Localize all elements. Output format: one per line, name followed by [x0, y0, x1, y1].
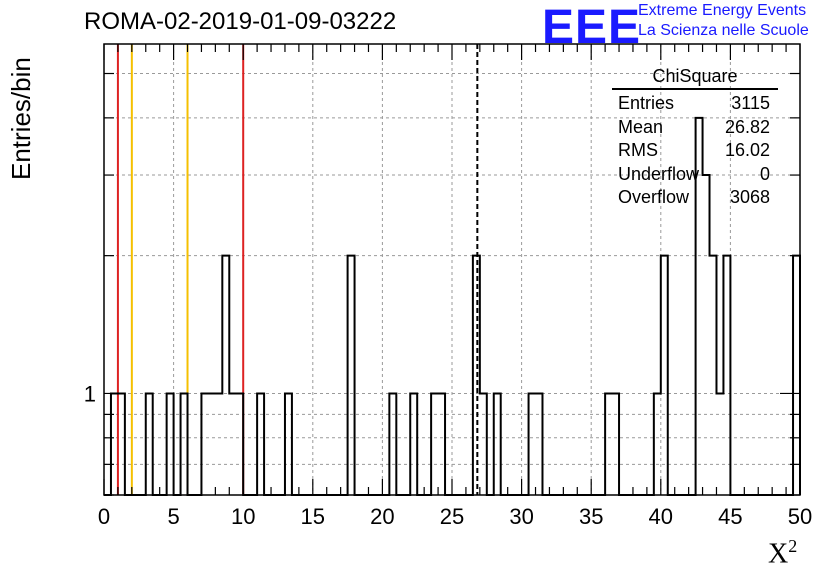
x-tick-label: 40 [649, 504, 673, 529]
stats-value: 16.02 [724, 140, 770, 160]
marker-lines [116, 44, 479, 495]
stats-label: RMS [618, 140, 658, 160]
axes: 0 5 10 15 20 25 30 35 40 45 50 1 [84, 43, 812, 529]
stats-label: Overflow [618, 187, 690, 207]
stats-title: ChiSquare [612, 66, 778, 90]
org-name-line2: La Scienza nelle Scuole [638, 22, 809, 39]
chart-title: ROMA-02-2019-01-09-03222 [84, 8, 397, 35]
x-tick-label: 50 [788, 504, 812, 529]
x-tick-label: 20 [370, 504, 394, 529]
x-tick-label: 25 [440, 504, 464, 529]
stats-label: Underflow [618, 163, 700, 184]
x-tick-label: 5 [167, 504, 179, 529]
y-tick-label: 1 [84, 381, 96, 406]
stats-value: 26.82 [724, 116, 770, 137]
x-tick-label: 45 [718, 504, 742, 529]
org-name-line1: Extreme Energy Events [638, 2, 807, 19]
x-tick-label: 0 [98, 504, 110, 529]
stats-row-rms: RMS 16.02 [612, 139, 778, 163]
stats-row-entries: Entries 3115 [612, 92, 778, 116]
stats-row-mean: Mean 26.82 [612, 116, 778, 140]
x-tick-label: 15 [301, 504, 325, 529]
stats-value: 3115 [731, 93, 770, 113]
x-axis-label-base: X [768, 538, 789, 570]
x-axis-label: X2 [768, 536, 797, 570]
x-tick-label: 35 [579, 504, 603, 529]
x-tick-label: 10 [231, 504, 255, 529]
stats-label: Mean [618, 116, 664, 137]
stats-row-underflow: Underflow 0 [612, 163, 778, 187]
stats-value: 3068 [729, 187, 770, 207]
stats-row-overflow: Overflow 3068 [612, 186, 778, 210]
stats-value: 0 [759, 163, 770, 184]
stats-box: ChiSquare Entries 3115 Mean 26.82 RMS 16.02… [612, 66, 778, 210]
x-axis-label-exponent: 2 [788, 536, 798, 556]
stats-label: Entries [618, 93, 675, 113]
x-tick-label: 30 [509, 504, 533, 529]
